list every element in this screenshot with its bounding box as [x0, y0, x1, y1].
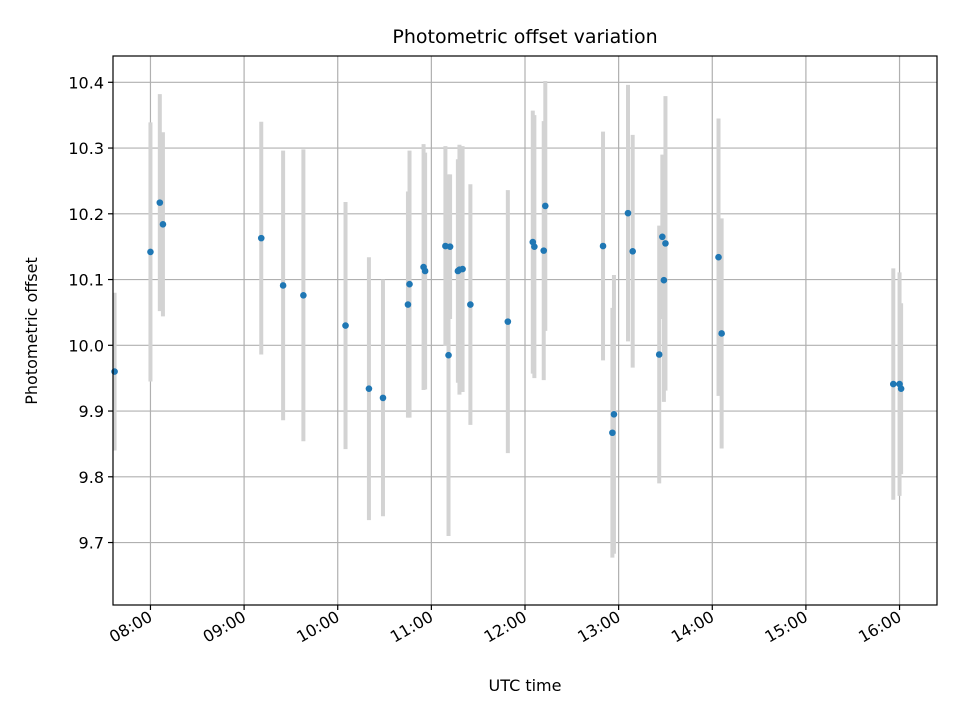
data-point: [531, 243, 538, 250]
data-point: [540, 247, 548, 254]
data-point: [379, 394, 387, 402]
y-tick-label: 9.9: [79, 402, 104, 421]
data-point: [655, 351, 663, 358]
data-point: [599, 242, 607, 250]
y-tick-label: 9.8: [79, 468, 104, 487]
data-point: [541, 202, 549, 210]
data-point: [662, 240, 669, 247]
data-point: [609, 429, 616, 437]
data-point: [718, 330, 725, 337]
y-tick-label: 9.7: [79, 534, 104, 553]
data-point: [897, 385, 905, 392]
data-point: [257, 234, 265, 242]
data-point: [504, 318, 512, 325]
y-tick-label: 10.0: [68, 336, 104, 355]
data-point: [421, 267, 429, 275]
y-tick-label: 10.2: [68, 205, 104, 224]
data-point: [342, 322, 349, 329]
data-points: [111, 199, 905, 437]
data-point: [111, 368, 118, 375]
data-point: [715, 253, 722, 261]
data-point: [279, 282, 287, 289]
data-point: [156, 199, 164, 206]
y-axis-ticks: 9.7 9.8 9.9 10.0 10.1 10.2 10.3 10.4: [68, 73, 113, 553]
data-point: [159, 221, 167, 228]
data-point: [890, 380, 897, 388]
data-point: [610, 411, 618, 418]
data-point: [660, 276, 668, 284]
data-point: [624, 209, 632, 217]
data-point: [365, 385, 373, 392]
chart-title: Photometric offset variation: [392, 26, 657, 48]
data-point: [459, 265, 466, 273]
y-axis-title: Photometric offset: [22, 257, 41, 405]
data-point: [467, 301, 474, 308]
y-tick-label: 10.1: [68, 271, 104, 290]
data-point: [404, 301, 412, 308]
data-point: [445, 351, 452, 359]
data-point: [629, 247, 636, 255]
data-point: [300, 292, 307, 299]
data-point: [659, 233, 666, 241]
data-point: [446, 243, 454, 250]
grid: [113, 56, 937, 605]
x-axis-title: UTC time: [489, 676, 562, 695]
data-point: [406, 280, 413, 288]
y-tick-label: 10.3: [68, 139, 104, 158]
y-tick-label: 10.4: [68, 73, 104, 92]
data-point: [147, 248, 154, 256]
